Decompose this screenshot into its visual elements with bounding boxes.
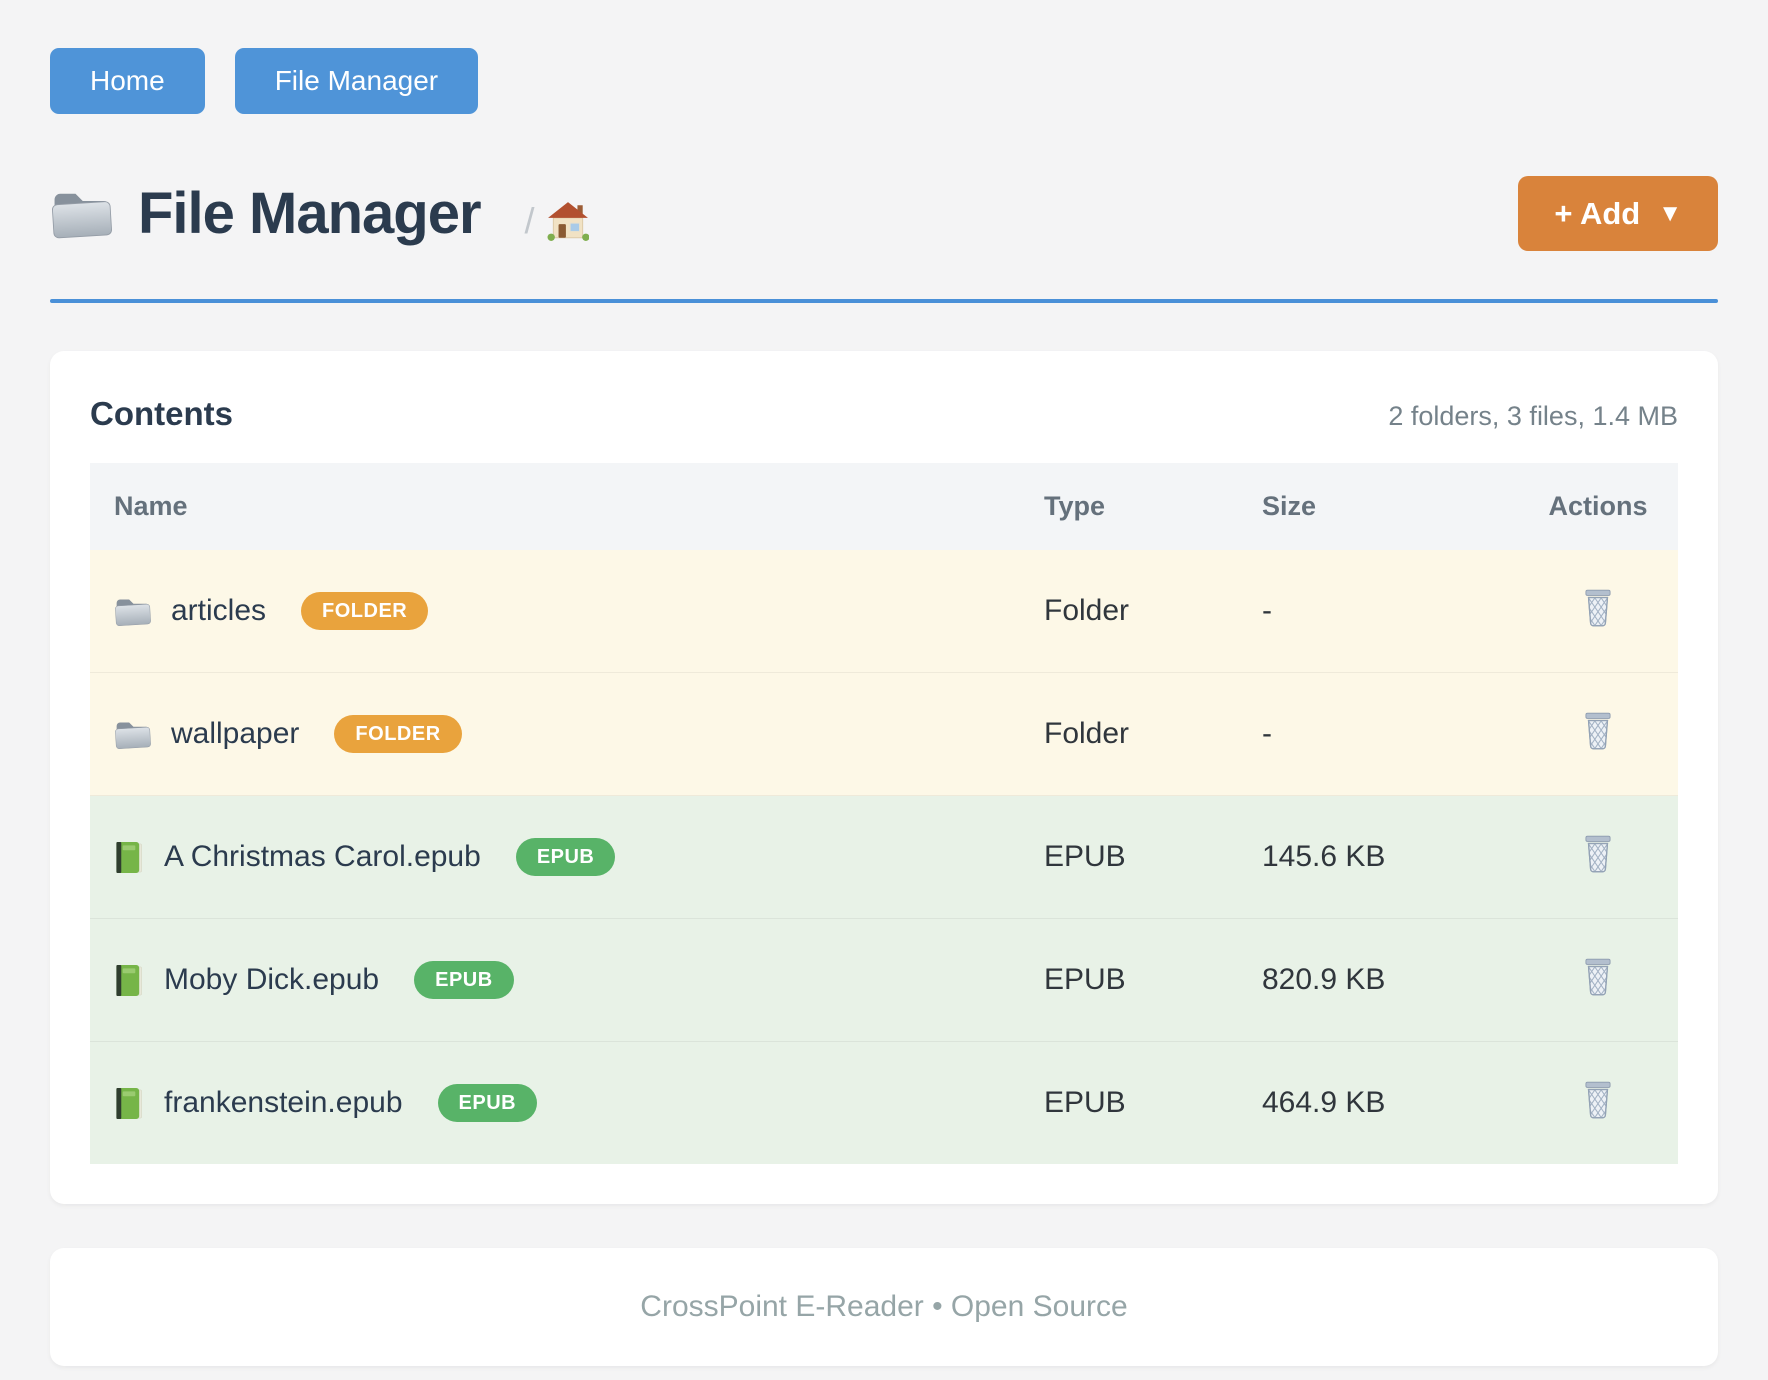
breadcrumb-separator: /	[524, 199, 535, 241]
size-cell: 145.6 KB	[1238, 795, 1528, 919]
delete-button[interactable]	[1580, 956, 1616, 996]
nav-file-manager-button[interactable]: File Manager	[234, 48, 479, 114]
table-row-moby-dick: Moby Dick.epub EPUB EPUB 820.9 KB	[90, 918, 1678, 1042]
contents-summary: 2 folders, 3 files, 1.4 MB	[1388, 401, 1678, 431]
column-header-type: Type	[1020, 463, 1238, 550]
home-icon[interactable]	[547, 201, 589, 241]
footer-text: CrossPoint E-Reader • Open Source	[640, 1290, 1128, 1323]
size-cell: 820.9 KB	[1238, 918, 1528, 1042]
epub-badge: EPUB	[414, 961, 514, 999]
folder-name-link[interactable]: articles	[171, 594, 267, 627]
green-book-icon	[114, 840, 145, 875]
type-cell: Folder	[1020, 672, 1238, 796]
header-divider	[50, 299, 1718, 303]
breadcrumb: /	[525, 200, 589, 242]
table-row-wallpaper: wallpaper FOLDER Folder -	[90, 672, 1678, 796]
type-cell: Folder	[1044, 594, 1130, 627]
green-book-icon	[114, 1086, 145, 1121]
file-table: Name Type Size Actions articles FOLDER F…	[90, 463, 1678, 1164]
folder-icon	[114, 596, 152, 627]
folder-icon	[50, 188, 114, 240]
type-cell: EPUB	[1020, 795, 1238, 919]
epub-badge: EPUB	[515, 838, 616, 876]
file-name-link[interactable]: frankenstein.epub	[164, 1086, 403, 1119]
top-navigation: Home File Manager	[50, 48, 1718, 114]
table-row-christmas-carol: A Christmas Carol.epub EPUB EPUB 145.6 K…	[90, 795, 1678, 919]
nav-home-button[interactable]: Home	[50, 48, 205, 114]
delete-button[interactable]	[1580, 710, 1616, 750]
trash-icon	[1580, 1079, 1616, 1119]
footer-card: CrossPoint E-Reader • Open Source	[50, 1248, 1718, 1366]
folder-icon	[114, 719, 152, 750]
size-cell: 464.9 KB	[1238, 1041, 1528, 1164]
type-cell: EPUB	[1020, 1041, 1238, 1164]
table-row-articles: articles FOLDER Folder -	[90, 550, 1678, 673]
trash-icon	[1580, 710, 1616, 750]
file-table-body: articles FOLDER Folder - wallpaper FOLDE…	[90, 550, 1678, 1164]
add-button[interactable]: + Add ▼	[1518, 176, 1718, 251]
file-name-link[interactable]: A Christmas Carol.epub	[164, 840, 481, 873]
folder-badge: FOLDER	[334, 715, 462, 753]
epub-badge: EPUB	[437, 1084, 538, 1122]
column-header-size: Size	[1238, 463, 1528, 550]
trash-icon	[1580, 587, 1616, 627]
delete-button[interactable]	[1580, 833, 1616, 873]
table-row-frankenstein: frankenstein.epub EPUB EPUB 464.9 KB	[90, 1041, 1678, 1164]
green-book-icon	[114, 963, 145, 998]
delete-button[interactable]	[1580, 587, 1616, 627]
type-cell: EPUB	[1020, 918, 1238, 1042]
trash-icon	[1580, 956, 1616, 996]
add-button-label: + Add	[1554, 196, 1641, 231]
file-table-head: Name Type Size Actions	[90, 463, 1678, 550]
page-title: File Manager	[138, 181, 482, 246]
size-cell: -	[1238, 672, 1528, 796]
trash-icon	[1580, 833, 1616, 873]
page-header: File Manager / + Add ▼	[50, 176, 1718, 251]
file-name-link[interactable]: Moby Dick.epub	[164, 963, 380, 996]
contents-card-header: Contents 2 folders, 3 files, 1.4 MB	[90, 395, 1678, 433]
folder-name-link[interactable]: wallpaper	[171, 717, 300, 750]
delete-button[interactable]	[1580, 1079, 1616, 1119]
column-header-name: Name	[90, 463, 1020, 550]
chevron-down-icon: ▼	[1658, 199, 1682, 227]
contents-card: Contents 2 folders, 3 files, 1.4 MB Name…	[50, 351, 1718, 1204]
column-header-actions: Actions	[1528, 463, 1678, 550]
contents-heading: Contents	[90, 395, 233, 432]
folder-badge: FOLDER	[301, 592, 429, 630]
size-cell: -	[1262, 594, 1272, 627]
